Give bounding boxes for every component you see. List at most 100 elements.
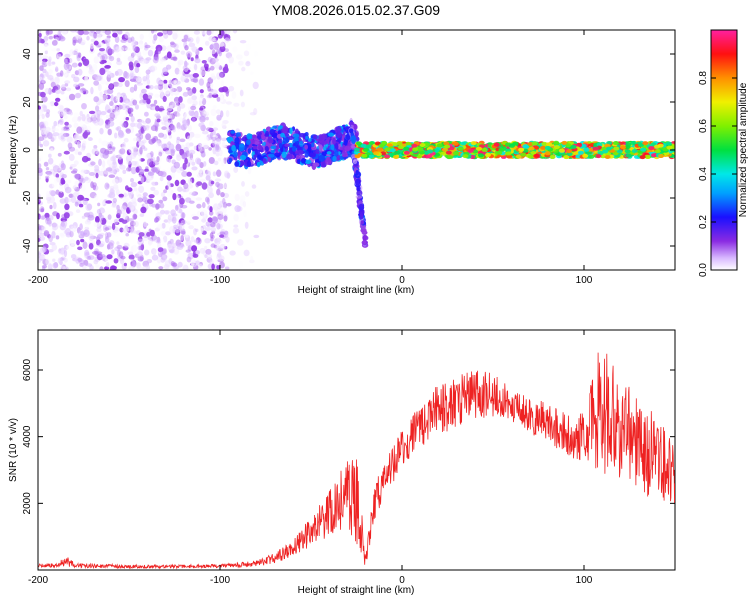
spectrogram-cell [161,222,166,229]
spectrogram-cell [124,47,131,51]
spectrogram-cell [119,96,124,103]
spectrogram-cell [79,223,83,231]
spectrogram-cell [80,41,86,46]
spectrogram-cell [216,223,221,230]
spectrogram-cell [613,146,620,151]
x-tick-label: -200 [28,575,48,586]
spectrogram-cell [162,196,168,202]
spectrogram-cell [155,105,160,112]
spectrogram-cell [187,66,192,70]
spectrogram-cell [282,137,290,144]
spectrogram-cell [122,213,128,220]
spectrogram-cell [158,36,164,43]
spectrogram-cell [89,110,96,115]
spectrogram-cell [90,86,94,95]
spectrogram-cell [185,239,192,247]
spectrogram-cell [81,88,86,94]
spectrogram-cell [321,133,328,140]
spectrogram-cell [194,133,201,139]
spectrogram-cell [599,154,606,159]
spectrogram-cell [76,239,80,246]
spectrogram-cell [123,262,127,267]
snr-y-ticks: 2000 4000 6000 [22,358,675,514]
spectrogram-cell [77,30,85,36]
spectrogram-cell [175,143,182,152]
spectrogram-cell [206,170,211,178]
spectrogram-cell [48,153,52,158]
spectrogram-cell [215,138,221,146]
spectrogram-cell [544,145,551,150]
spectrogram-cell [138,140,145,147]
spectrogram-cell [152,249,157,256]
spectrogram-cell [161,126,167,131]
y-tick-label: 2000 [22,492,33,515]
spectrogram-cell [403,150,410,155]
spectrogram-cell [167,166,171,175]
spectrogram-cell [77,151,82,156]
spectrogram-cell [128,254,135,260]
spectrogram-cell [59,112,64,117]
spectrogram-cell [460,141,467,146]
spectrogram-cell [38,33,42,38]
spectrogram-cell [199,95,204,102]
spectrogram-cell [209,121,214,127]
spectrogram-cell [378,143,385,148]
spectrogram-cell [96,227,102,233]
spectrogram-cell [301,158,306,164]
spectrogram-cell [60,135,65,140]
spectrogram-cell [239,40,247,44]
spectrogram-cell [199,89,204,94]
spectrogram-cell [304,144,308,150]
spectrogram-cell [284,132,290,137]
spectrogram-cell [396,141,403,146]
spectrogram-cell [115,97,121,102]
spectrogram-cell [77,246,83,251]
spectrogram-cell [39,143,43,148]
spectrogram-cell [78,62,83,67]
spectrogram-cell [77,83,85,87]
spectrogram-cell [207,217,213,223]
spectrogram-cell [179,222,185,230]
spectrogram-cell [243,249,250,257]
spectrogram-cell [60,177,65,185]
spectrogram-cell [61,174,67,179]
spectrogram-cell [264,146,269,152]
spectrogram-cell [520,152,527,157]
spectrogram-cell [209,191,214,198]
spectrogram-cell [45,175,50,180]
spectrogram-cell [533,145,540,150]
spectrogram-cell [92,63,98,71]
spectrogram-cell [238,261,244,268]
spectrogram-cell [109,83,114,89]
spectrogram-cell [126,207,130,214]
spectrogram-cell [219,261,225,269]
spectrogram-cell [193,239,199,243]
spectrogram-cell [39,121,45,129]
y-tick-label: 6000 [22,358,33,381]
spectrogram-cell [161,110,167,118]
spectrogram-cell [86,125,92,133]
spectrogram-cell [506,154,513,159]
spectrogram-cell [541,141,548,146]
spectrogram-cell [185,150,190,157]
spectrogram-cell [113,218,119,225]
spectrogram-cell [107,214,112,220]
spectrogram-cell [104,182,110,190]
spectrogram-cell [241,181,245,187]
spectrogram-cell [222,207,227,214]
spectrogram-cell [42,55,49,59]
spectrogram-cell [416,147,423,152]
spectrogram-cell [253,234,260,239]
spectrogram-cell [220,30,225,37]
spectrogram-cell [41,113,45,119]
spectrogram-cell [638,143,644,147]
spectrogram-cell [225,101,232,105]
spectrogram-cell [210,65,215,71]
spectrogram-cell [187,217,192,223]
spectrogram-cell [135,190,141,198]
spectrogram-cell [151,181,158,186]
spectrogram-cell [92,120,97,124]
spectrogram-cell [144,111,149,117]
spectrogram-cell [118,193,124,198]
spectrogram-cell [188,124,192,132]
